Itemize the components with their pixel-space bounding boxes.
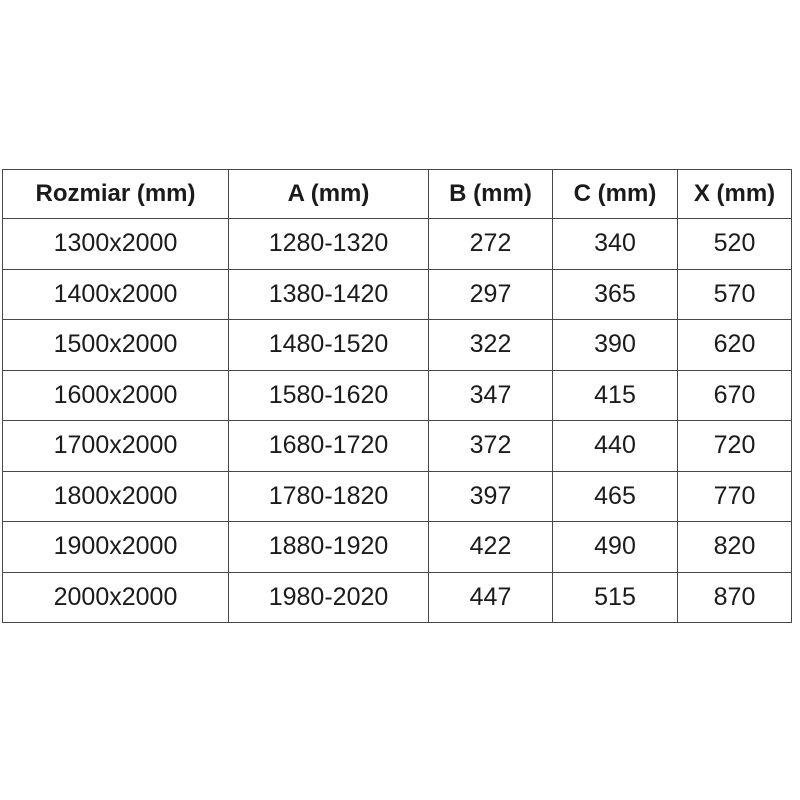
cell-c: 465 <box>552 470 678 522</box>
cell-c: 415 <box>552 369 678 421</box>
cell-c: 490 <box>552 521 678 573</box>
cell-rozmiar: 2000x2000 <box>2 571 229 623</box>
column-header-x: X (mm) <box>677 169 792 219</box>
cell-rozmiar: 1900x2000 <box>2 521 229 573</box>
cell-x: 770 <box>677 470 792 522</box>
cell-a: 1480-1520 <box>228 319 429 371</box>
cell-rozmiar: 1800x2000 <box>2 470 229 522</box>
table-row: 1400x2000 1380-1420 297 365 570 <box>2 268 792 320</box>
cell-b: 397 <box>428 470 553 522</box>
cell-b: 372 <box>428 420 553 472</box>
table-row: 1800x2000 1780-1820 397 465 770 <box>2 470 792 522</box>
cell-x: 670 <box>677 369 792 421</box>
table-row: 1300x2000 1280-1320 272 340 520 <box>2 218 792 270</box>
cell-rozmiar: 1400x2000 <box>2 268 229 320</box>
header-row: Rozmiar (mm) A (mm) B (mm) C (mm) X (mm) <box>2 169 792 219</box>
cell-b: 297 <box>428 268 553 320</box>
column-header-a: A (mm) <box>228 169 429 219</box>
cell-a: 1780-1820 <box>228 470 429 522</box>
cell-b: 322 <box>428 319 553 371</box>
cell-c: 440 <box>552 420 678 472</box>
cell-a: 1580-1620 <box>228 369 429 421</box>
cell-c: 390 <box>552 319 678 371</box>
cell-rozmiar: 1600x2000 <box>2 369 229 421</box>
column-header-b: B (mm) <box>428 169 553 219</box>
table-row: 1900x2000 1880-1920 422 490 820 <box>2 521 792 573</box>
table-row: 2000x2000 1980-2020 447 515 870 <box>2 571 792 623</box>
cell-x: 720 <box>677 420 792 472</box>
cell-a: 1280-1320 <box>228 218 429 270</box>
cell-b: 272 <box>428 218 553 270</box>
cell-a: 1680-1720 <box>228 420 429 472</box>
cell-x: 820 <box>677 521 792 573</box>
column-header-c: C (mm) <box>552 169 678 219</box>
cell-rozmiar: 1500x2000 <box>2 319 229 371</box>
table-row: 1700x2000 1680-1720 372 440 720 <box>2 420 792 472</box>
cell-a: 1380-1420 <box>228 268 429 320</box>
table-body: 1300x2000 1280-1320 272 340 520 1400x2000 1380… <box>2 218 792 623</box>
size-table: Rozmiar (mm) A (mm) B (mm) C (mm) X (mm)… <box>2 169 792 623</box>
cell-c: 515 <box>552 571 678 623</box>
column-header-rozmiar: Rozmiar (mm) <box>2 169 229 219</box>
cell-x: 870 <box>677 571 792 623</box>
cell-rozmiar: 1300x2000 <box>2 218 229 270</box>
table-row: 1500x2000 1480-1520 322 390 620 <box>2 319 792 371</box>
cell-rozmiar: 1700x2000 <box>2 420 229 472</box>
cell-b: 422 <box>428 521 553 573</box>
cell-c: 365 <box>552 268 678 320</box>
cell-b: 347 <box>428 369 553 421</box>
size-table-container: Rozmiar (mm) A (mm) B (mm) C (mm) X (mm)… <box>2 169 792 623</box>
cell-x: 570 <box>677 268 792 320</box>
cell-a: 1980-2020 <box>228 571 429 623</box>
cell-x: 520 <box>677 218 792 270</box>
cell-x: 620 <box>677 319 792 371</box>
table-row: 1600x2000 1580-1620 347 415 670 <box>2 369 792 421</box>
cell-b: 447 <box>428 571 553 623</box>
cell-a: 1880-1920 <box>228 521 429 573</box>
cell-c: 340 <box>552 218 678 270</box>
